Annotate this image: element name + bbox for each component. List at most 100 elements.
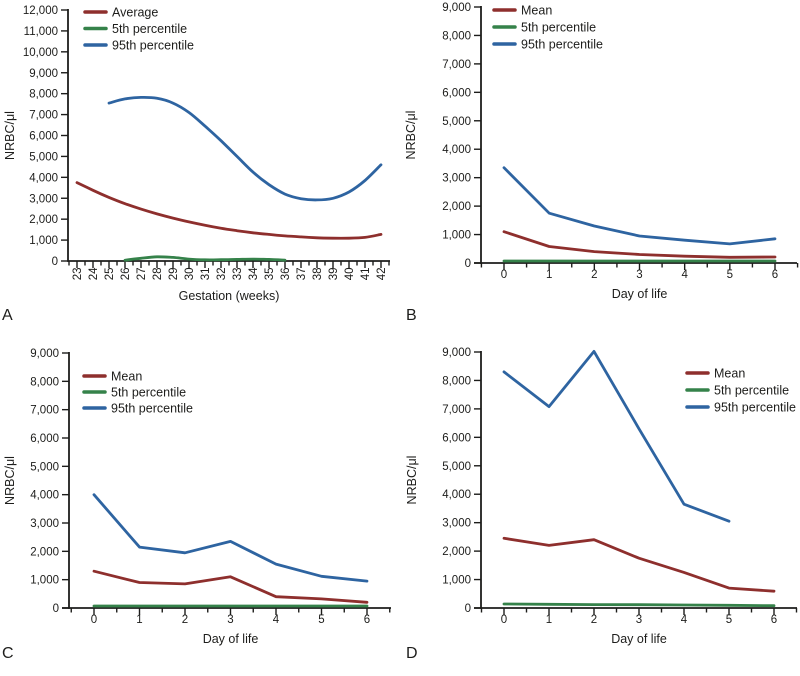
y-tick-label: 4,000: [30, 490, 59, 502]
y-tick-label: 6,000: [29, 131, 58, 143]
chart-a: 0 1,000 2,000 3,000 4,000 5,000 6,000 7,000 8,00…: [3, 5, 390, 303]
y-tick-label: 2,000: [30, 546, 59, 558]
y-axis-title: NRBC/μl: [3, 111, 17, 160]
x-tick-label: 6: [772, 269, 778, 281]
y-tick-label: 1,000: [29, 235, 58, 247]
panel-a: 0 1,000 2,000 3,000 4,000 5,000 6,000 7,000 8,00…: [0, 0, 400, 338]
y-tick-label: 7,000: [442, 59, 471, 71]
x-tick-label: 0: [501, 614, 507, 626]
y-tick-label: 0: [465, 258, 471, 270]
y-tick-label: 1,000: [30, 575, 59, 587]
y-tick-label: 4,000: [442, 144, 471, 156]
x-tick-label: 23: [72, 268, 84, 281]
x-tick-label: 34: [248, 267, 260, 280]
x-tick-label: 39: [328, 268, 340, 281]
x-tick-label: 2: [591, 614, 597, 626]
y-tick-label: 8,000: [30, 376, 59, 388]
legend-label: Average: [112, 6, 158, 20]
x-tick-label: 5: [727, 269, 733, 281]
y-tick-label: 2,000: [442, 546, 471, 558]
y-tick-label: 4,000: [442, 489, 471, 501]
series-line-5th-percentile: [502, 602, 776, 608]
panel-d: 0 1,000 2,000 3,000 4,000 5,000 6,000 7,000 8,00…: [400, 338, 800, 676]
x-tick-label: 27: [136, 268, 148, 281]
y-tick-label: 6,000: [442, 87, 471, 99]
series-line-mean: [502, 230, 777, 259]
x-tick-label: 40: [344, 268, 356, 281]
x-tick-label: 42: [376, 268, 388, 281]
x-axis-title: Gestation (weeks): [179, 289, 280, 303]
legend-label: 5th percentile: [714, 384, 789, 398]
y-tick-label: 3,000: [30, 518, 59, 530]
x-tick-label: 5: [318, 614, 324, 626]
series-line-95th-percentile: [92, 493, 369, 583]
series-line-95th-percentile: [502, 166, 777, 246]
x-tick-label: 36: [280, 268, 292, 281]
chart-d: 0 1,000 2,000 3,000 4,000 5,000 6,000 7,000 8,00…: [405, 347, 798, 646]
y-axis-title: NRBC/μl: [405, 456, 419, 505]
x-tick-label: 5: [726, 614, 732, 626]
x-tick-label: 3: [636, 269, 642, 281]
y-tick-label: 3,000: [442, 173, 471, 185]
x-tick-label: 0: [501, 269, 507, 281]
series-line-95th-percentile: [107, 95, 383, 202]
x-tick-label: 4: [681, 269, 688, 281]
panel-letter-c: C: [2, 645, 14, 662]
y-tick-label: 2,000: [29, 214, 58, 226]
x-tick-label: 33: [232, 268, 244, 281]
y-tick-label: 7,000: [442, 404, 471, 416]
x-tick-label: 4: [273, 614, 280, 626]
x-tick-label: 35: [264, 268, 276, 281]
y-tick-label: 0: [465, 603, 471, 615]
x-tick-label: 24: [88, 267, 100, 280]
x-tick-label: 1: [546, 269, 552, 281]
x-tick-label: 3: [227, 614, 233, 626]
y-tick-label: 12,000: [23, 5, 58, 17]
x-tick-label: 6: [364, 614, 370, 626]
panel-b: 0 1,000 2,000 3,000 4,000 5,000 6,000 7,000 8,00…: [400, 0, 800, 338]
y-tick-label: 11,000: [24, 26, 58, 38]
y-tick-label: 8,000: [29, 89, 58, 101]
y-axis-title: NRBC/μl: [3, 456, 17, 505]
series-line-average: [75, 181, 383, 240]
y-tick-label: 1,000: [442, 230, 471, 242]
y-tick-label: 10,000: [23, 47, 58, 59]
x-tick-label: 1: [546, 614, 552, 626]
x-tick-label: 1: [136, 614, 142, 626]
x-tick-label: 28: [152, 268, 164, 281]
legend-label: 5th percentile: [521, 21, 596, 35]
panel-letter-d: D: [406, 645, 418, 662]
panel-letter-a: A: [2, 307, 13, 324]
x-tick-label: 2: [182, 614, 188, 626]
y-tick-label: 3,000: [442, 518, 471, 530]
x-tick-label: 29: [168, 268, 180, 281]
legend-label: Mean: [521, 4, 552, 18]
x-axis-title: Day of life: [203, 632, 259, 646]
y-tick-label: 6,000: [442, 432, 471, 444]
y-tick-label: 7,000: [29, 110, 58, 122]
x-tick-label: 41: [360, 268, 372, 281]
x-tick-label: 30: [184, 268, 196, 281]
x-tick-label: 4: [681, 614, 688, 626]
legend-label: 95th percentile: [112, 39, 194, 53]
x-tick-label: 25: [104, 268, 116, 281]
series-line-mean: [502, 536, 776, 593]
x-tick-label: 31: [200, 268, 212, 281]
x-tick-label: 37: [296, 268, 308, 281]
y-tick-label: 3,000: [29, 193, 58, 205]
x-tick-label: 3: [636, 614, 642, 626]
y-tick-label: 2,000: [442, 201, 471, 213]
series-line-95th-percentile: [502, 350, 731, 523]
legend-label: 95th percentile: [714, 401, 796, 415]
x-tick-label: 6: [771, 614, 777, 626]
x-tick-label: 0: [91, 614, 97, 626]
x-axis-title: Day of life: [612, 287, 668, 301]
y-tick-label: 1,000: [442, 575, 471, 587]
y-tick-label: 9,000: [442, 347, 471, 359]
legend-label: 5th percentile: [111, 386, 186, 400]
y-tick-label: 7,000: [30, 405, 59, 417]
series-line-mean: [92, 569, 369, 604]
y-tick-label: 4,000: [29, 172, 58, 184]
y-axis-title: NRBC/μl: [404, 111, 418, 160]
